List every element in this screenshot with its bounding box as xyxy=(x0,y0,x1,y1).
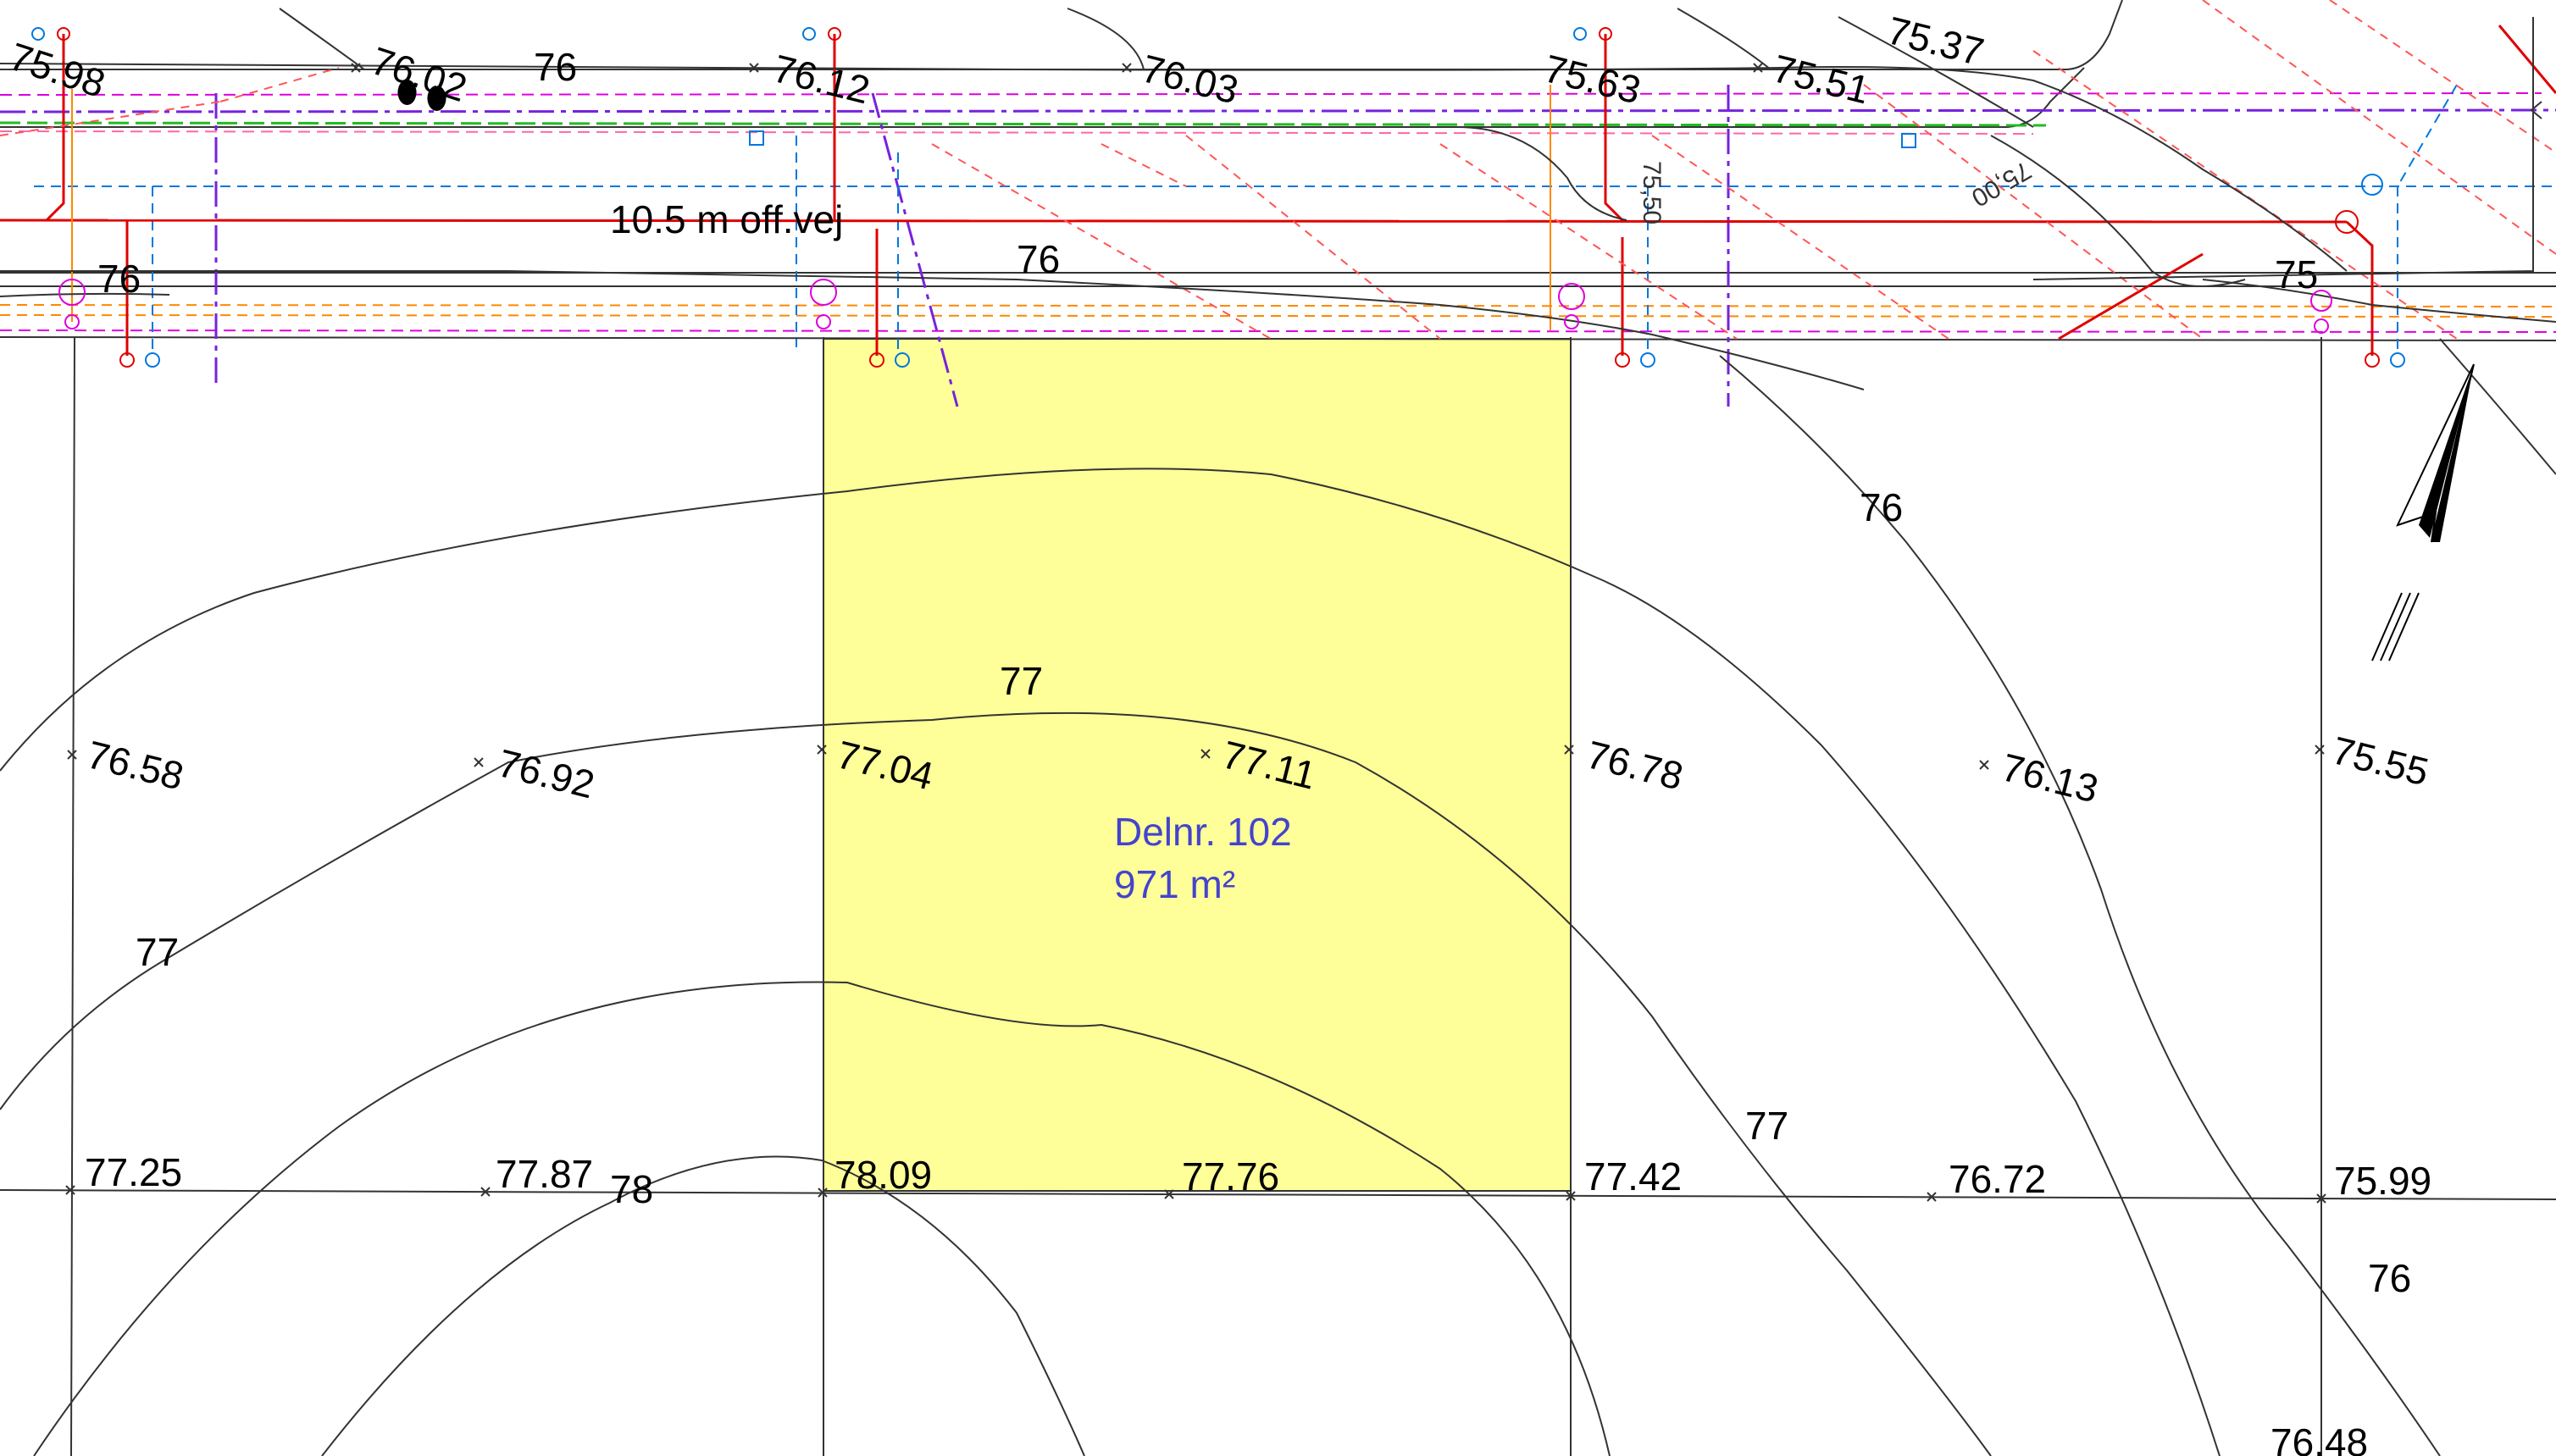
spot-height-label: 76.48 xyxy=(2270,1420,2368,1456)
spot-height-label: 75.63 xyxy=(1540,46,1645,112)
spot-height-markers xyxy=(65,63,2326,1204)
spot-height-label: 76.72 xyxy=(1949,1157,2046,1201)
spot-height-label: 75.37 xyxy=(1883,8,1988,74)
spot-height-label: 75.51 xyxy=(1769,46,1874,112)
spot-height-label: 75.99 xyxy=(2334,1159,2431,1203)
contour-label: 76 xyxy=(534,45,577,89)
utility-symbols xyxy=(31,27,2405,368)
contour-label: 76 xyxy=(97,257,141,301)
parcel-boundaries xyxy=(0,336,2556,1456)
plot-area-label: 971 m² xyxy=(1114,862,1235,906)
contour-label: 76 xyxy=(1860,485,1903,529)
spot-height-label: 76.12 xyxy=(769,46,874,112)
spot-height-label: 77.87 xyxy=(496,1152,593,1196)
road-elevation-marker: 75,50 xyxy=(1638,161,1666,224)
plot-number-label[interactable]: Delnr. 102 xyxy=(1114,810,1292,854)
spot-height-label: 76.78 xyxy=(1583,732,1688,798)
road-elevation-marker: 75,00 xyxy=(1966,156,2036,212)
contour-label: 76 xyxy=(2368,1256,2411,1300)
contour-label: 77 xyxy=(136,930,179,974)
road-label: 10.5 m off.vej xyxy=(610,197,843,241)
contour-label: 76.02 xyxy=(366,38,473,110)
contour-lines xyxy=(0,8,2556,1456)
spot-height-label: 77.25 xyxy=(85,1150,182,1194)
contour-label: 77 xyxy=(1000,659,1043,703)
spot-height-label: 75.55 xyxy=(2328,728,2433,794)
north-arrow-icon xyxy=(2371,363,2475,662)
spot-height-label: 76.92 xyxy=(494,740,599,806)
spot-height-label: 78.09 xyxy=(834,1153,932,1197)
spot-height-label: 77.42 xyxy=(1584,1154,1682,1199)
contour-label: 77 xyxy=(1745,1104,1788,1148)
plot-area-delnr-102[interactable] xyxy=(823,338,1572,1192)
right-edge-structure xyxy=(2032,17,2542,280)
contour-label: 78 xyxy=(610,1167,653,1211)
spot-height-label: 76.58 xyxy=(83,732,188,798)
spot-height-label: 76.03 xyxy=(1138,46,1243,112)
spot-height-label: 77.76 xyxy=(1182,1154,1279,1199)
contour-label: 76 xyxy=(1017,237,1060,281)
spot-height-label: 76.13 xyxy=(1998,745,2103,811)
